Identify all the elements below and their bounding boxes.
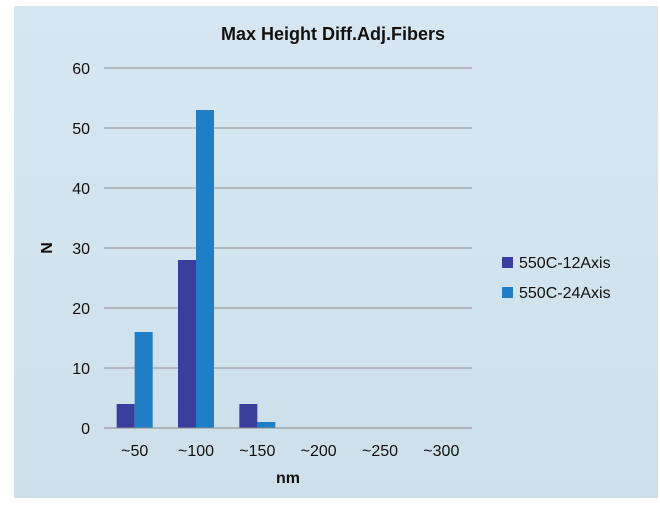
y-tick-label: 10 — [72, 361, 90, 378]
y-tick-label: 40 — [72, 181, 90, 198]
y-tick-label: 30 — [72, 241, 90, 258]
bar — [239, 404, 258, 428]
legend-label: 550C-12Axis — [519, 255, 611, 272]
x-tick-label: ~50 — [121, 443, 148, 460]
x-tick-label: ~100 — [178, 443, 214, 460]
bar — [134, 332, 153, 428]
bar — [196, 110, 214, 428]
x-tick-label: ~300 — [423, 443, 459, 460]
chart-title: Max Height Diff.Adj.Fibers — [221, 24, 445, 44]
legend: 550C-12Axis 550C-24Axis — [502, 255, 611, 302]
chart-background — [14, 6, 658, 498]
legend-swatch — [502, 257, 513, 268]
x-tick-label: ~200 — [301, 443, 337, 460]
bar — [116, 404, 135, 428]
bar — [257, 422, 276, 428]
gridlines — [104, 67, 472, 369]
x-tick-label: ~150 — [239, 443, 275, 460]
x-tick-label: ~250 — [362, 443, 398, 460]
legend-swatch — [502, 287, 513, 298]
y-tick-label: 0 — [81, 421, 90, 438]
bars — [116, 110, 276, 428]
legend-label: 550C-24Axis — [519, 285, 611, 302]
y-tick-label: 20 — [72, 301, 90, 318]
y-tick-label: 50 — [72, 121, 90, 138]
y-axis-label: N — [39, 242, 56, 254]
y-tick-label: 60 — [72, 61, 90, 78]
x-axis-label: nm — [276, 470, 300, 487]
bar — [178, 260, 196, 428]
y-tick-labels: 0 10 20 30 40 50 60 — [72, 61, 90, 438]
x-tick-labels: ~50 ~100 ~150 ~200 ~250 ~300 — [121, 443, 459, 460]
